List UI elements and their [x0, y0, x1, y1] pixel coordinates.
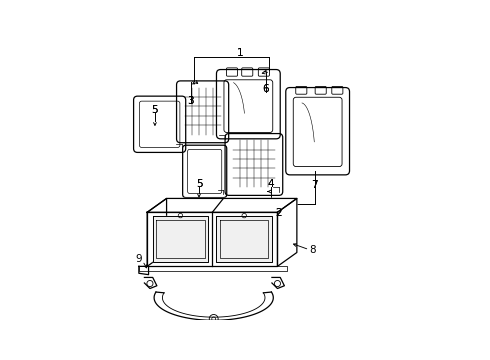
Text: 9: 9 [136, 254, 142, 264]
Text: 1: 1 [237, 49, 244, 58]
Text: 5: 5 [196, 179, 202, 189]
Text: 6: 6 [263, 84, 269, 94]
Text: 5: 5 [151, 105, 158, 115]
Text: 3: 3 [187, 96, 194, 106]
Text: 2: 2 [275, 208, 282, 218]
Text: 5: 5 [151, 105, 158, 115]
Polygon shape [217, 216, 272, 262]
Text: 4: 4 [268, 179, 274, 189]
Text: 7: 7 [312, 180, 318, 190]
Text: 8: 8 [309, 245, 316, 255]
Polygon shape [277, 198, 297, 266]
Text: 5: 5 [196, 179, 202, 189]
Polygon shape [147, 198, 167, 266]
Text: 6: 6 [263, 84, 269, 94]
Polygon shape [147, 198, 297, 212]
Text: 2: 2 [275, 208, 282, 218]
Text: 7: 7 [312, 180, 318, 190]
Polygon shape [153, 216, 208, 262]
Text: 1: 1 [237, 49, 244, 58]
Polygon shape [139, 266, 287, 271]
Text: 4: 4 [268, 179, 274, 189]
Text: 3: 3 [187, 96, 194, 106]
Polygon shape [147, 212, 277, 266]
